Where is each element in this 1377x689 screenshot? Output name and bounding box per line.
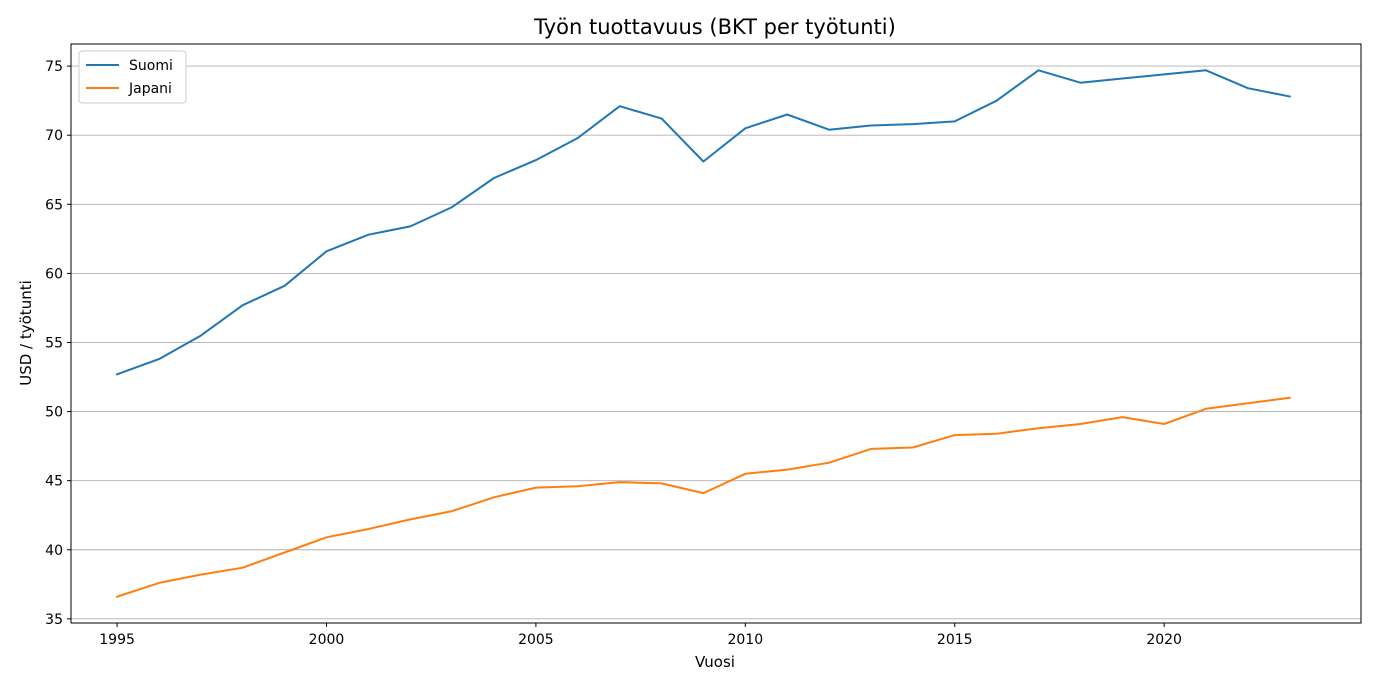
y-tick-label-65: 65 <box>45 197 63 213</box>
legend: Suomi Japani <box>78 50 187 104</box>
series-line-japani <box>115 396 1291 598</box>
y-tick-label-55: 55 <box>45 335 63 351</box>
series-line-suomi <box>115 69 1291 376</box>
y-tick-label-50: 50 <box>45 405 63 421</box>
x-tick-label-1995: 1995 <box>99 632 135 648</box>
y-tick-label-75: 75 <box>45 59 63 75</box>
y-tick-label-60: 60 <box>45 266 63 282</box>
y-axis: 35 40 45 50 55 60 65 70 75 <box>45 59 71 628</box>
x-axis-label: Vuosi <box>695 653 735 671</box>
y-axis-label: USD / työtunti <box>17 280 35 386</box>
plot-frame <box>70 43 1362 624</box>
x-tick-label-2005: 2005 <box>518 632 554 648</box>
x-tick-label-2000: 2000 <box>309 632 345 648</box>
x-axis: 1995 2000 2005 2010 2015 2020 <box>99 623 1182 648</box>
x-tick-label-2015: 2015 <box>937 632 973 648</box>
legend-label-japani: Japani <box>128 81 172 97</box>
y-tick-label-35: 35 <box>45 612 63 628</box>
y-tick-label-70: 70 <box>45 128 63 144</box>
y-tick-label-40: 40 <box>45 543 63 559</box>
legend-label-suomi: Suomi <box>129 58 173 74</box>
y-gridlines <box>71 65 1361 620</box>
y-tick-label-45: 45 <box>45 474 63 490</box>
x-tick-label-2010: 2010 <box>727 632 763 648</box>
series-lines <box>115 69 1291 598</box>
x-tick-label-2020: 2020 <box>1146 632 1182 648</box>
chart-title: Työn tuottavuus (BKT per työtunti) <box>533 15 896 39</box>
